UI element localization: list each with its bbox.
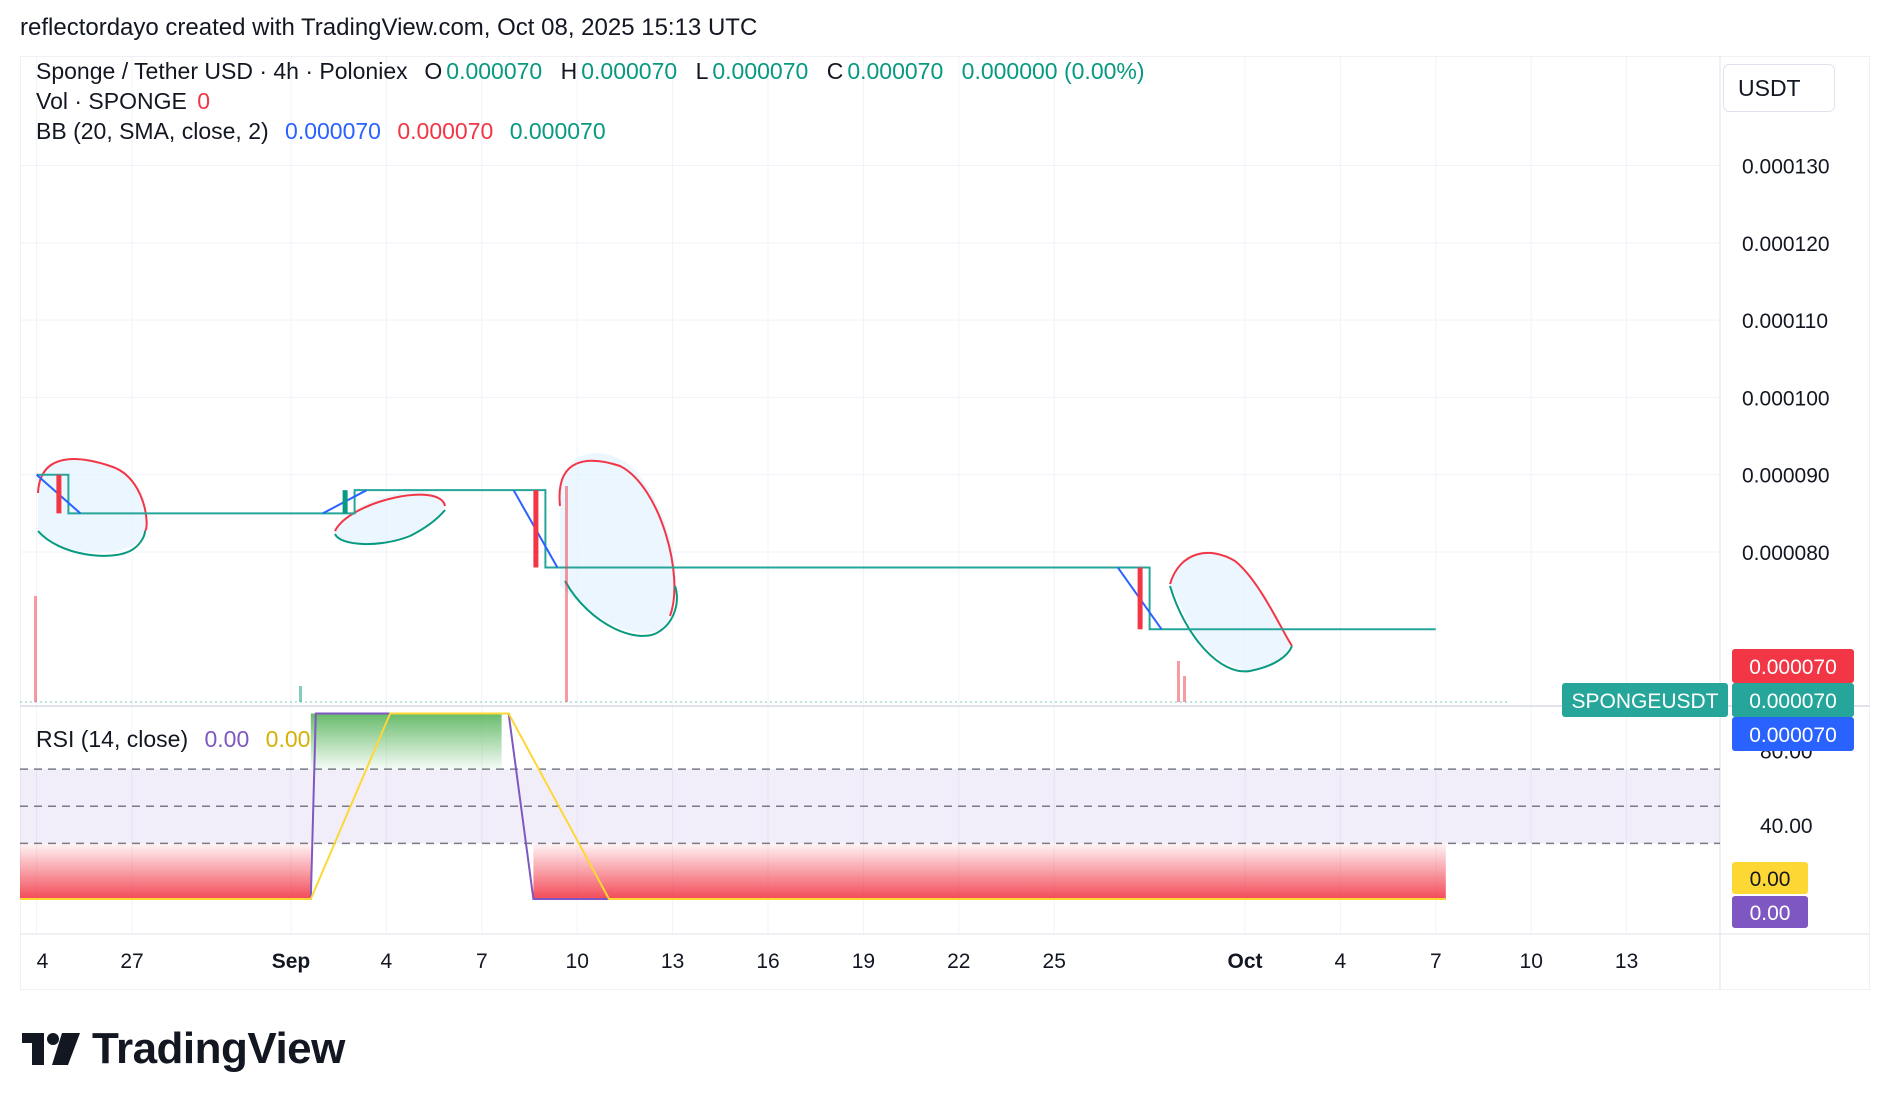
price-tick-label: 0.000130 xyxy=(1742,156,1830,179)
rsi-value: 0.00 xyxy=(204,726,250,752)
symbol-tag-text: SPONGEUSDT xyxy=(1571,690,1718,713)
open-label: O xyxy=(424,58,443,84)
price-label-text: 0.000070 xyxy=(1749,656,1837,679)
candle xyxy=(342,490,348,514)
close-line xyxy=(36,473,1436,631)
bb-upper-value: 0.000070 xyxy=(397,118,494,144)
bb-band-2 xyxy=(334,491,445,545)
bb-upper-4 xyxy=(1169,552,1293,647)
time-tick-label: 22 xyxy=(947,950,970,973)
candle xyxy=(533,490,539,568)
legend-row-bb: BB (20, SMA, close, 2) 0.000070 0.000070… xyxy=(36,118,610,145)
bb-band-3 xyxy=(559,453,676,633)
time-tick-label: 10 xyxy=(1520,950,1543,973)
rsi-label[interactable]: RSI (14, close) xyxy=(36,726,189,752)
price-tick-label: 0.000100 xyxy=(1742,387,1830,410)
candle xyxy=(1137,567,1143,630)
price-tick-label: 0.000080 xyxy=(1742,542,1830,565)
rsi-label-text: 0.00 xyxy=(1750,902,1791,925)
pane-borders xyxy=(20,56,1870,990)
open-value: 0.000070 xyxy=(446,58,543,84)
chart-header: reflectordayo created with TradingView.c… xyxy=(20,14,758,41)
rsi-ma-value: 0.00 xyxy=(265,726,311,752)
volume-bars xyxy=(20,486,1510,703)
price-label-text: 0.000070 xyxy=(1749,724,1837,747)
rsi-tick-label: 40.00 xyxy=(1760,815,1813,838)
bb-lower-1 xyxy=(37,530,146,557)
bb-lower-2 xyxy=(334,509,446,545)
bb-band-1 xyxy=(38,459,147,553)
price-tick-label: 0.000120 xyxy=(1742,233,1830,256)
price-label-bg xyxy=(1732,649,1854,683)
price-label-text: 0.000070 xyxy=(1749,690,1837,713)
price-series xyxy=(35,473,1436,631)
volume-bar xyxy=(299,686,302,702)
price-labels: 0.000070 SPONGEUSDT 0.000070 0.000070 0.00 0.… xyxy=(1562,649,1854,928)
time-tick-label: 13 xyxy=(661,950,684,973)
rsi-oversold-fill-1 xyxy=(20,843,311,899)
close-label: C xyxy=(826,58,844,84)
currency-button[interactable]: USDT xyxy=(1723,64,1835,112)
rsi-ma-label-bg xyxy=(1732,862,1808,894)
rsi-ma-line xyxy=(20,712,1446,900)
time-tick-label: 4 xyxy=(37,950,49,973)
symbol-title[interactable]: Sponge / Tether USD · 4h · Poloniex xyxy=(36,58,408,84)
volume-label[interactable]: Vol · SPONGE xyxy=(36,88,187,114)
time-axis[interactable]: 4 27 Sep 4 7 10 13 16 19 22 25 Oct 4 7 10 13 xyxy=(37,950,1639,973)
time-tick-label: 4 xyxy=(381,950,393,973)
chart-svg[interactable]: 0.000130 0.000120 0.000110 0.000100 0.000090… xyxy=(20,56,1870,990)
candle xyxy=(56,474,62,514)
volume-bar xyxy=(565,486,568,702)
rsi-oversold-fill-2 xyxy=(533,843,1446,899)
time-tick-label: 4 xyxy=(1335,950,1347,973)
time-tick-label: 25 xyxy=(1043,950,1066,973)
price-tick-label: 0.000090 xyxy=(1742,465,1830,488)
tradingview-logo-icon xyxy=(22,1033,80,1065)
time-tick-label: 7 xyxy=(1430,950,1442,973)
price-label-bg xyxy=(1732,717,1854,751)
rsi-pane xyxy=(20,712,1720,900)
change-value: 0.000000 (0.00%) xyxy=(961,58,1145,84)
low-value: 0.000070 xyxy=(712,58,809,84)
price-tick-label: 0.000110 xyxy=(1742,310,1828,333)
brand-logo: TradingView xyxy=(22,1024,345,1074)
time-tick-label: 10 xyxy=(566,950,589,973)
bb-basis-value: 0.000070 xyxy=(285,118,381,144)
volume-bar xyxy=(1183,676,1186,702)
legend-row-volume: Vol · SPONGE 0 xyxy=(36,88,214,115)
bb-lower-3 xyxy=(564,580,678,637)
close-value: 0.000070 xyxy=(847,58,944,84)
brand-name: TradingView xyxy=(92,1024,345,1073)
legend-row-main: Sponge / Tether USD · 4h · Poloniex O 0.0… xyxy=(36,58,1149,85)
bb-upper-3 xyxy=(558,459,676,617)
bb-band-4 xyxy=(1170,552,1290,671)
high-label: H xyxy=(560,58,578,84)
volume-value: 0 xyxy=(197,88,211,114)
time-tick-label: 27 xyxy=(120,950,143,973)
grid xyxy=(20,56,1720,934)
low-label: L xyxy=(695,58,709,84)
volume-bar xyxy=(1177,661,1180,702)
bollinger-bands xyxy=(37,453,1293,673)
rsi-ma-label-text: 0.00 xyxy=(1750,868,1791,891)
rsi-overbought-fill xyxy=(310,713,502,770)
time-tick-label: 19 xyxy=(852,950,875,973)
bb-upper-2 xyxy=(334,493,446,532)
time-tick-label: 16 xyxy=(756,950,779,973)
time-tick-label: Sep xyxy=(272,950,311,973)
legend-row-rsi: RSI (14, close) 0.00 0.00 xyxy=(36,726,314,753)
bb-label[interactable]: BB (20, SMA, close, 2) xyxy=(36,118,269,144)
time-tick-label: Oct xyxy=(1227,950,1262,973)
time-tick-label: 13 xyxy=(1615,950,1638,973)
bb-lower-4 xyxy=(1169,585,1293,673)
bb-lower-value: 0.000070 xyxy=(509,118,606,144)
rsi-label-bg xyxy=(1732,896,1808,928)
high-value: 0.000070 xyxy=(581,58,678,84)
bb-upper-1 xyxy=(37,458,148,532)
price-label-bg xyxy=(1732,683,1854,717)
time-tick-label: 7 xyxy=(476,950,488,973)
volume-bar xyxy=(34,596,37,702)
symbol-tag-bg xyxy=(1562,683,1728,717)
